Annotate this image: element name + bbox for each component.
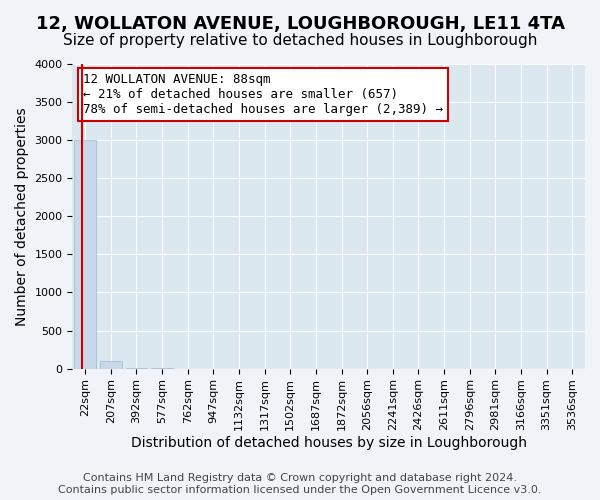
Bar [100,361,122,368]
Text: Size of property relative to detached houses in Loughborough: Size of property relative to detached ho… [63,32,537,48]
Text: 12 WOLLATON AVENUE: 88sqm
← 21% of detached houses are smaller (657)
78% of semi: 12 WOLLATON AVENUE: 88sqm ← 21% of detac… [83,73,443,116]
Bar [74,140,96,368]
Y-axis label: Number of detached properties: Number of detached properties [15,107,29,326]
Text: 12, WOLLATON AVENUE, LOUGHBOROUGH, LE11 4TA: 12, WOLLATON AVENUE, LOUGHBOROUGH, LE11 … [35,15,565,33]
X-axis label: Distribution of detached houses by size in Loughborough: Distribution of detached houses by size … [131,436,527,450]
Text: Contains HM Land Registry data © Crown copyright and database right 2024.
Contai: Contains HM Land Registry data © Crown c… [58,474,542,495]
